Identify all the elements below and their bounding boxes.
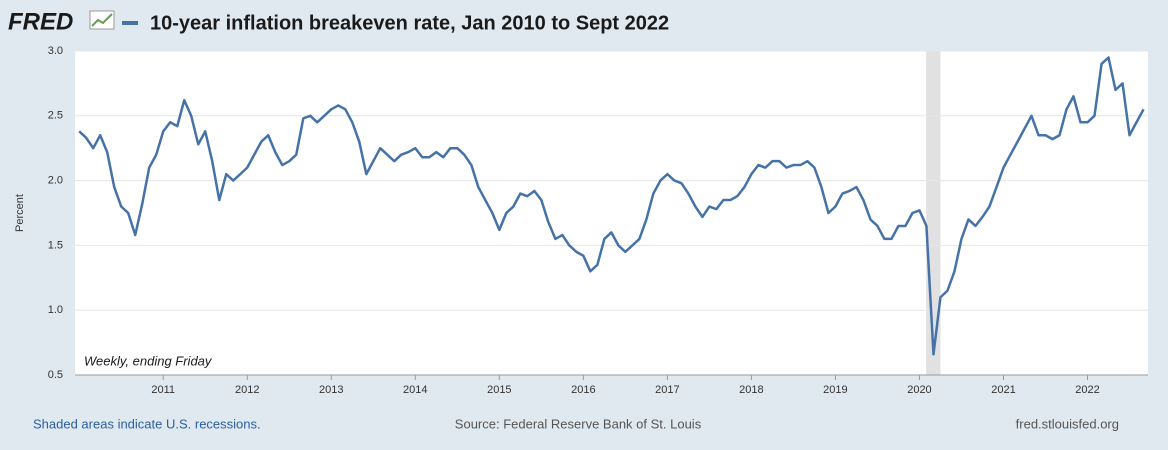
y-tick-label: 1.0 — [48, 304, 63, 316]
y-tick-label: 0.5 — [48, 369, 63, 381]
x-tick-label: 2015 — [487, 384, 511, 396]
x-tick-label: 2018 — [739, 384, 763, 396]
annotation: Weekly, ending Friday — [84, 353, 213, 368]
y-tick-label: 1.5 — [48, 239, 63, 251]
y-axis-label: Percent — [14, 194, 26, 232]
logo-icon-line — [91, 13, 113, 27]
x-tick-label: 2013 — [319, 384, 343, 396]
x-tick-label: 2012 — [235, 384, 259, 396]
x-tick-label: 2020 — [907, 384, 931, 396]
recession-band — [926, 51, 941, 375]
y-tick-label: 2.0 — [48, 175, 63, 187]
x-tick-label: 2017 — [655, 384, 679, 396]
x-tick-label: 2016 — [571, 384, 595, 396]
y-tick-label: 3.0 — [48, 45, 63, 57]
legend-label: 10-year inflation breakeven rate, Jan 20… — [150, 12, 669, 34]
footer-note[interactable]: Shaded areas indicate U.S. recessions. — [33, 416, 261, 431]
logo-icon — [89, 10, 115, 30]
logo[interactable]: FRED — [8, 8, 73, 35]
x-tick-label: 2022 — [1075, 384, 1099, 396]
data-line — [78, 56, 1145, 356]
footer-source: Source: Federal Reserve Bank of St. Loui… — [455, 416, 702, 431]
x-tick-label: 2021 — [991, 384, 1015, 396]
footer-url[interactable]: fred.stlouisfed.org — [1016, 416, 1119, 431]
x-tick-label: 2014 — [403, 384, 427, 396]
x-tick-label: 2011 — [151, 384, 175, 396]
plot-area — [75, 51, 1148, 375]
x-tick-label: 2019 — [823, 384, 847, 396]
y-tick-label: 2.5 — [48, 110, 63, 122]
